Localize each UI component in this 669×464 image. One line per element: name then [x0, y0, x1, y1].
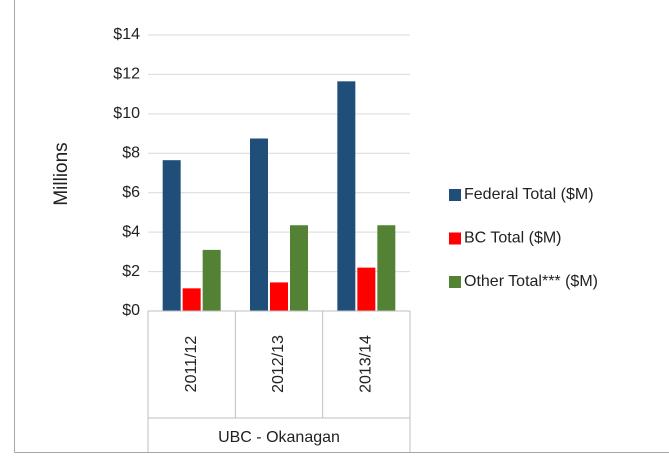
y-tick-label: $10: [113, 105, 140, 122]
bar: [337, 81, 356, 311]
bar: [162, 160, 181, 311]
bar: [202, 249, 221, 311]
group-label: UBC - Okanagan: [218, 429, 340, 446]
bar: [270, 282, 288, 311]
x-tick-label: 2011/12: [183, 336, 200, 393]
y-tick-label: $4: [122, 223, 140, 240]
y-tick-label: $12: [113, 66, 140, 83]
y-axis-title: Millions: [51, 142, 72, 205]
y-tick-label: $6: [122, 184, 140, 201]
bar: [377, 225, 396, 311]
legend-label: Other Total*** ($M): [464, 273, 598, 290]
y-tick-label: $14: [113, 26, 140, 43]
bar: [182, 288, 201, 311]
legend-swatch: [449, 189, 461, 201]
bar: [250, 138, 268, 311]
y-tick-label: $0: [122, 302, 140, 319]
x-tick-label: 2013/14: [358, 335, 375, 393]
bar: [290, 225, 308, 311]
y-tick-label: $8: [122, 145, 140, 162]
y-tick-label: $2: [122, 263, 140, 280]
legend-swatch: [449, 276, 461, 288]
legend-label: Federal Total ($M): [464, 186, 594, 203]
x-tick-label: 2012/13: [270, 335, 287, 393]
legend-label: BC Total ($M): [464, 230, 562, 247]
legend-swatch: [449, 232, 461, 245]
bar: [357, 267, 376, 311]
